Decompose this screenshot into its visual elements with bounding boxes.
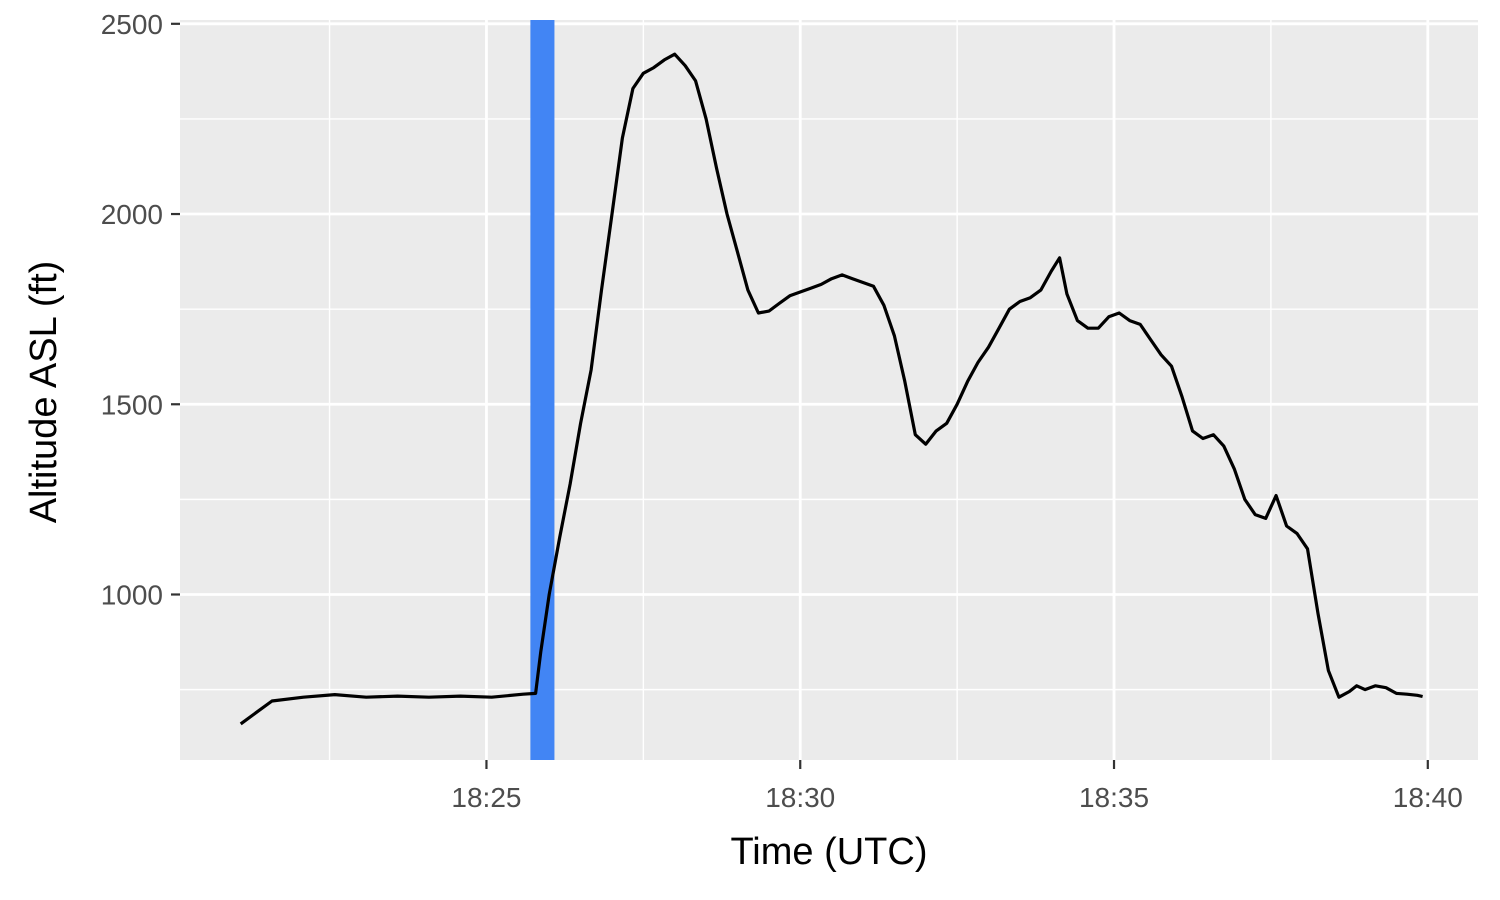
x-tick-label: 18:40 xyxy=(1393,782,1463,813)
x-tick-label: 18:30 xyxy=(765,782,835,813)
y-tick-label: 2000 xyxy=(101,199,163,230)
y-tick-label: 2500 xyxy=(101,9,163,40)
y-axis: 1000 1500 2000 2500 xyxy=(101,9,180,610)
y-tick-label: 1500 xyxy=(101,389,163,420)
x-axis-title: Time (UTC) xyxy=(731,831,928,873)
y-tick-label: 1000 xyxy=(101,579,163,610)
x-tick-label: 18:25 xyxy=(451,782,521,813)
minor-gridlines xyxy=(180,20,1478,760)
major-gridlines xyxy=(180,20,1478,760)
y-axis-title: Altitude ASL (ft) xyxy=(23,261,65,524)
x-axis: 18:25 18:30 18:35 18:40 xyxy=(451,760,1463,813)
x-tick-label: 18:35 xyxy=(1079,782,1149,813)
altitude-line xyxy=(239,52,1423,726)
plot-panel xyxy=(180,20,1478,760)
